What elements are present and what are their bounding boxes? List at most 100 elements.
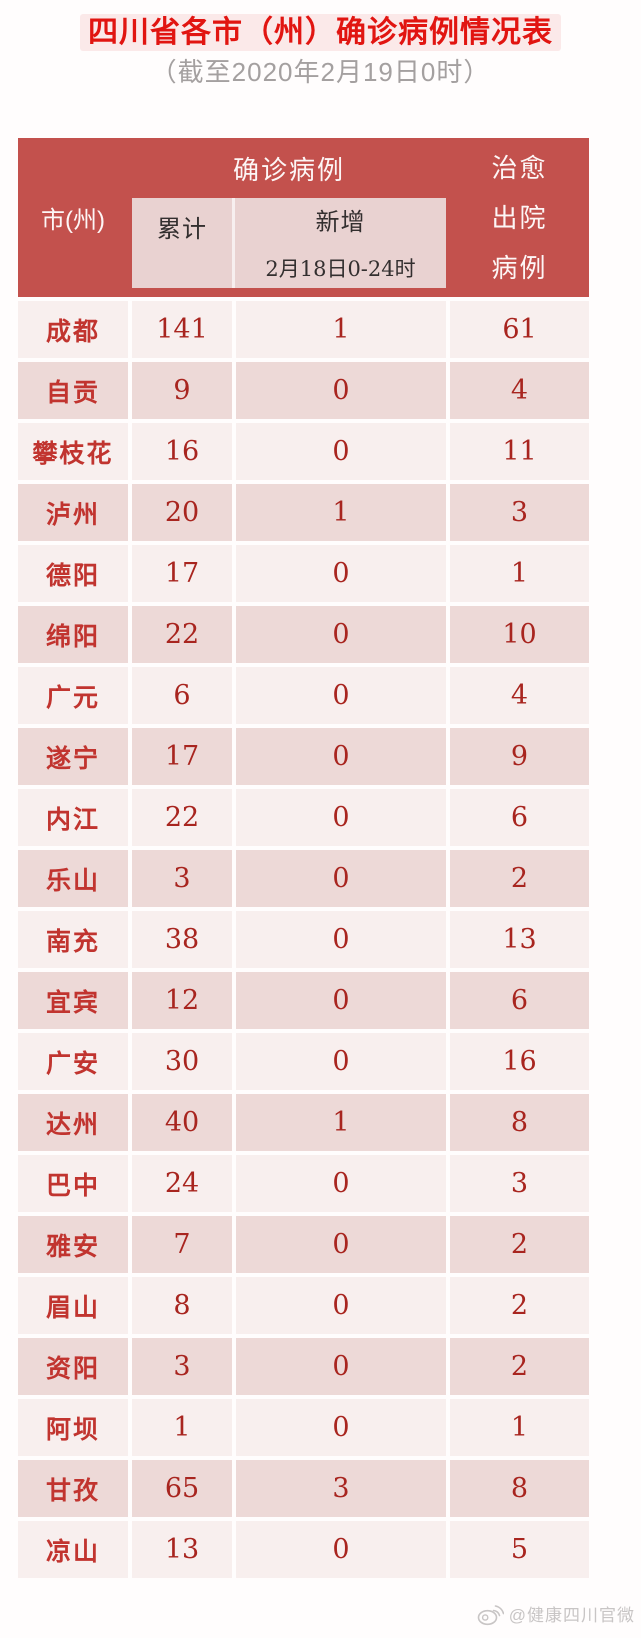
new-cell: 0	[236, 1338, 446, 1395]
cumulative-cell: 16	[132, 423, 232, 480]
cured-cell: 6	[450, 789, 589, 846]
city-cell: 绵阳	[18, 606, 128, 663]
cured-cell: 2	[450, 1338, 589, 1395]
header-city-label: 市(州)	[41, 207, 105, 234]
cumulative-cell: 9	[132, 362, 232, 419]
header-cured-line: 出院	[491, 202, 548, 233]
city-cell: 凉山	[18, 1521, 128, 1578]
city-cell: 宜宾	[18, 972, 128, 1029]
table-row: 成都 141 1 61	[18, 301, 589, 358]
subcolumn-divider	[232, 198, 235, 288]
city-cell: 达州	[18, 1094, 128, 1151]
table-row: 乐山 3 0 2	[18, 850, 589, 907]
table-row: 阿坝 1 0 1	[18, 1399, 589, 1456]
cured-cell: 10	[450, 606, 589, 663]
city-cell: 甘孜	[18, 1460, 128, 1517]
new-cell: 1	[236, 301, 446, 358]
cumulative-cell: 3	[132, 850, 232, 907]
header-cumulative-label: 累计	[157, 216, 207, 243]
new-cell: 0	[236, 423, 446, 480]
header-cured-label: 治愈 出院 病例	[450, 138, 589, 297]
cumulative-cell: 6	[132, 667, 232, 724]
new-cell: 0	[236, 850, 446, 907]
table-row: 自贡 9 0 4	[18, 362, 589, 419]
city-cell: 攀枝花	[18, 423, 128, 480]
cured-cell: 6	[450, 972, 589, 1029]
cumulative-cell: 8	[132, 1277, 232, 1334]
cured-cell: 8	[450, 1094, 589, 1151]
header-cured-line: 治愈	[491, 152, 548, 183]
table-row: 广元 6 0 4	[18, 667, 589, 724]
city-cell: 自贡	[18, 362, 128, 419]
table-row: 眉山 8 0 2	[18, 1277, 589, 1334]
cumulative-cell: 20	[132, 484, 232, 541]
table-row: 遂宁 17 0 9	[18, 728, 589, 785]
new-cell: 0	[236, 789, 446, 846]
city-cell: 资阳	[18, 1338, 128, 1395]
table-row: 攀枝花 16 0 11	[18, 423, 589, 480]
table-row: 泸州 20 1 3	[18, 484, 589, 541]
header-subcolumns: 累计 新增 2月18日0-24时	[132, 198, 446, 288]
table-row: 资阳 3 0 2	[18, 1338, 589, 1395]
cured-cell: 61	[450, 301, 589, 358]
cured-cell: 16	[450, 1033, 589, 1090]
city-cell: 成都	[18, 301, 128, 358]
city-cell: 乐山	[18, 850, 128, 907]
table-row: 广安 30 0 16	[18, 1033, 589, 1090]
new-cell: 0	[236, 1155, 446, 1212]
new-cell: 0	[236, 1399, 446, 1456]
new-cell: 0	[236, 728, 446, 785]
cumulative-cell: 13	[132, 1521, 232, 1578]
page-title-text: 四川省各市（州）确诊病例情况表	[80, 14, 561, 51]
cured-cell: 5	[450, 1521, 589, 1578]
cured-cell: 11	[450, 423, 589, 480]
cumulative-cell: 30	[132, 1033, 232, 1090]
table-body: 成都 141 1 61 自贡 9 0 4 攀枝花 16 0 11 泸州 20 1 3 德阳 17 0 1 绵阳 22 0 10…	[18, 301, 589, 1578]
cumulative-cell: 141	[132, 301, 232, 358]
city-cell: 眉山	[18, 1277, 128, 1334]
cured-cell: 1	[450, 545, 589, 602]
city-cell: 遂宁	[18, 728, 128, 785]
cumulative-cell: 22	[132, 606, 232, 663]
cumulative-cell: 65	[132, 1460, 232, 1517]
cured-cell: 4	[450, 362, 589, 419]
cumulative-cell: 24	[132, 1155, 232, 1212]
cumulative-cell: 38	[132, 911, 232, 968]
new-cell: 0	[236, 1033, 446, 1090]
cured-cell: 4	[450, 667, 589, 724]
table-row: 巴中 24 0 3	[18, 1155, 589, 1212]
new-cell: 0	[236, 1521, 446, 1578]
cumulative-cell: 40	[132, 1094, 232, 1151]
city-cell: 内江	[18, 789, 128, 846]
page-subtitle: （截至2020年2月19日0时）	[150, 57, 491, 87]
cumulative-cell: 17	[132, 728, 232, 785]
table-row: 宜宾 12 0 6	[18, 972, 589, 1029]
table-row: 德阳 17 0 1	[18, 545, 589, 602]
cases-table: 市(州) 确诊病例 累计 新增 2月18日0-24时 治愈 出院 病例 成都 14…	[18, 138, 589, 1578]
new-cell: 1	[236, 1094, 446, 1151]
cured-cell: 8	[450, 1460, 589, 1517]
cured-cell: 9	[450, 728, 589, 785]
cured-cell: 2	[450, 850, 589, 907]
city-cell: 阿坝	[18, 1399, 128, 1456]
header-new-label: 新增 2月18日0-24时	[235, 198, 446, 288]
table-header: 市(州) 确诊病例 累计 新增 2月18日0-24时 治愈 出院 病例	[18, 138, 589, 297]
watermark-handle: @健康四川官微	[508, 1606, 635, 1625]
new-cell: 0	[236, 606, 446, 663]
page-title: 四川省各市（州）确诊病例情况表	[0, 7, 641, 51]
cumulative-cell: 22	[132, 789, 232, 846]
city-cell: 雅安	[18, 1216, 128, 1273]
header-cured-line: 病例	[491, 252, 548, 283]
table-row: 内江 22 0 6	[18, 789, 589, 846]
cured-cell: 2	[450, 1216, 589, 1273]
city-cell: 南充	[18, 911, 128, 968]
cured-cell: 3	[450, 1155, 589, 1212]
city-cell: 泸州	[18, 484, 128, 541]
city-cell: 巴中	[18, 1155, 128, 1212]
cured-cell: 1	[450, 1399, 589, 1456]
new-cell: 0	[236, 362, 446, 419]
cumulative-cell: 12	[132, 972, 232, 1029]
new-cell: 1	[236, 484, 446, 541]
table-row: 凉山 13 0 5	[18, 1521, 589, 1578]
cumulative-cell: 17	[132, 545, 232, 602]
